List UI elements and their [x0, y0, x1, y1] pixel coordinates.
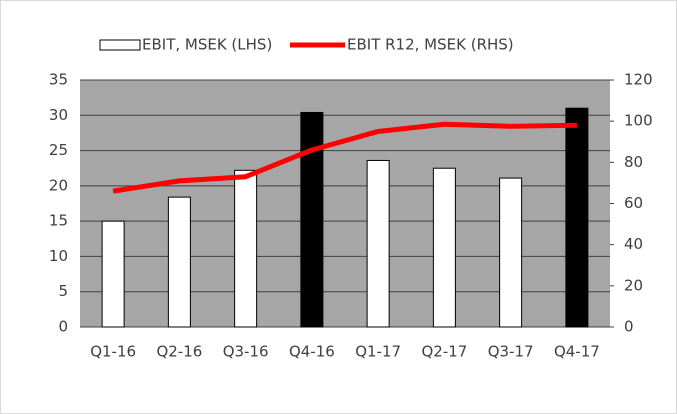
legend-label: EBIT, MSEK (LHS) [142, 36, 272, 54]
x-tick-label: Q1-17 [355, 343, 401, 361]
bar [565, 107, 589, 328]
y2-tick-label: 60 [624, 194, 643, 212]
bar [234, 169, 258, 328]
legend-label: EBIT R12, MSEK (RHS) [347, 36, 514, 54]
y2-tick-label: 100 [624, 112, 653, 130]
x-tick-label: Q3-17 [488, 343, 534, 361]
bar [366, 159, 390, 328]
y-tick-label: 30 [49, 106, 68, 124]
y-tick-label: 35 [49, 71, 68, 89]
y-tick-label: 0 [58, 318, 68, 336]
y-tick-label: 25 [49, 141, 68, 159]
x-tick-label: Q3-16 [223, 343, 269, 361]
bar [499, 177, 523, 328]
y-tick-label: 15 [49, 212, 68, 230]
y2-tick-label: 20 [624, 276, 643, 294]
y2-tick-label: 0 [624, 318, 634, 336]
line [112, 121, 577, 194]
y2-tick-label: 120 [624, 71, 653, 89]
x-tick-label: Q1-16 [90, 343, 136, 361]
y-tick-label: 20 [49, 176, 68, 194]
bar [101, 220, 125, 328]
bar [300, 111, 324, 328]
legend-swatch [99, 39, 141, 51]
plot-area [80, 80, 610, 327]
x-tick-label: Q2-17 [421, 343, 467, 361]
bar [432, 167, 456, 328]
bar [167, 196, 191, 328]
y2-tick-label: 40 [624, 235, 643, 253]
x-tick-label: Q2-16 [156, 343, 202, 361]
y-tick-label: 5 [58, 282, 68, 300]
y-tick-label: 10 [49, 247, 68, 265]
x-tick-label: Q4-17 [554, 343, 600, 361]
x-tick-label: Q4-16 [289, 343, 335, 361]
y2-tick-label: 80 [624, 153, 643, 171]
